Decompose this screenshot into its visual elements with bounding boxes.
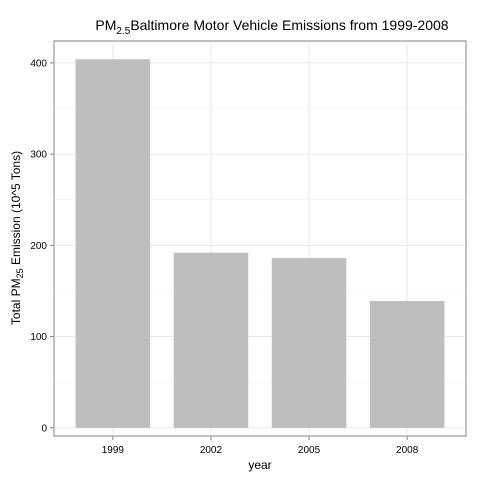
bar-2005 <box>271 258 347 428</box>
y-axis-title-subscript: 25 <box>15 268 25 278</box>
title-subscript: 2.5 <box>116 26 130 37</box>
title-rest: Baltimore Motor Vehicle Emissions from 1… <box>130 17 448 33</box>
y-tick-label: 400 <box>30 58 47 69</box>
y-tick-label: 0 <box>41 423 47 434</box>
title-main: PM <box>95 17 116 33</box>
y-axis-title: Total PM25 Emission (10^5 Tons) <box>9 151 25 325</box>
y-axis-title-post: Emission (10^5 Tons) <box>9 151 23 268</box>
y-axis-title-pre: Total PM <box>9 278 23 325</box>
bar-1999 <box>75 59 151 428</box>
chart-title: PM2.5Baltimore Motor Vehicle Emissions f… <box>95 17 448 37</box>
bars-layer <box>75 59 445 428</box>
axis-layer: 0 100 200 300 400 1999 2002 2005 2008 <box>30 58 418 456</box>
x-tick-label: 2005 <box>298 445 321 456</box>
x-axis-title: year <box>248 458 271 472</box>
x-tick-label: 1999 <box>102 445 125 456</box>
x-tick-label: 2002 <box>200 445 223 456</box>
y-tick-label: 100 <box>30 332 47 343</box>
bar-2002 <box>173 252 249 428</box>
y-tick-label: 300 <box>30 150 47 161</box>
x-tick-label: 2008 <box>396 445 419 456</box>
bar-2008 <box>369 300 445 428</box>
y-tick-label: 200 <box>30 241 47 252</box>
